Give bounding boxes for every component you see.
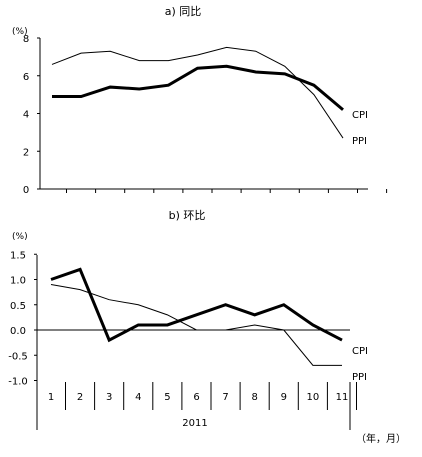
- chart-a-cpi-line: [52, 64, 344, 111]
- chart-a: a) 同比 (%) 0 2 4 6 8 CPI PPI: [12, 5, 388, 196]
- chart-b-ppi-label: PPI: [352, 372, 367, 383]
- chart-a-cpi-label: CPI: [352, 110, 368, 121]
- chart-b-year-label: 2011: [182, 418, 207, 429]
- chart-b: b) 环比 (%) 1.5 1.0 0.5 0.0 -0.5 -1.0 1 2 3 4 5 6 7 8 9…: [8, 209, 406, 445]
- chart-b-x-tick-label: 9: [281, 392, 287, 403]
- chart-b-unit-label: (%): [12, 232, 28, 242]
- chart-a-y-tick-label: 2: [23, 147, 29, 158]
- chart-b-x-tick-label: 10: [307, 392, 320, 403]
- chart-b-y-tick-label: -1.0: [8, 377, 28, 388]
- chart-b-x-tick-label: 6: [193, 392, 199, 403]
- chart-a-ppi-label: PPI: [352, 136, 367, 147]
- chart-b-x-tick-label: 11: [336, 392, 349, 403]
- chart-b-y-tick-label: 0.5: [10, 301, 26, 312]
- chart-b-x-tick-label: 1: [48, 392, 54, 403]
- chart-b-x-tick-label: 5: [164, 392, 170, 403]
- chart-b-title: b) 环比: [169, 209, 206, 222]
- chart-b-cpi-line: [50, 267, 343, 343]
- chart-a-ppi-line: [51, 46, 344, 139]
- chart-b-ppi-line: [50, 284, 342, 366]
- chart-b-x-tick-label: 7: [222, 392, 228, 403]
- chart-b-y-tick-label: 0.0: [10, 326, 26, 337]
- chart-a-y-tick-label: 8: [23, 34, 29, 45]
- chart-b-y-tick-label: 1.0: [10, 276, 26, 287]
- chart-b-y-tick-label: 1.5: [10, 250, 26, 261]
- chart-b-x-tick-label: 8: [252, 392, 258, 403]
- chart-b-cpi-label: CPI: [352, 346, 368, 357]
- chart-b-axis-unit: （年，月）: [356, 432, 406, 445]
- chart-a-title: a) 同比: [165, 5, 202, 18]
- chart-a-y-tick-label: 6: [23, 72, 29, 83]
- chart-b-x-tick-label: 2: [77, 392, 83, 403]
- chart-a-y-tick-label: 4: [23, 110, 29, 121]
- chart-b-y-tick-label: -0.5: [8, 351, 28, 362]
- chart-a-unit-label: (%): [12, 27, 28, 37]
- chart-a-y-tick-label: 0: [23, 185, 29, 196]
- chart-b-x-tick-label: 3: [106, 392, 112, 403]
- chart-b-x-tick-label: 4: [135, 392, 141, 403]
